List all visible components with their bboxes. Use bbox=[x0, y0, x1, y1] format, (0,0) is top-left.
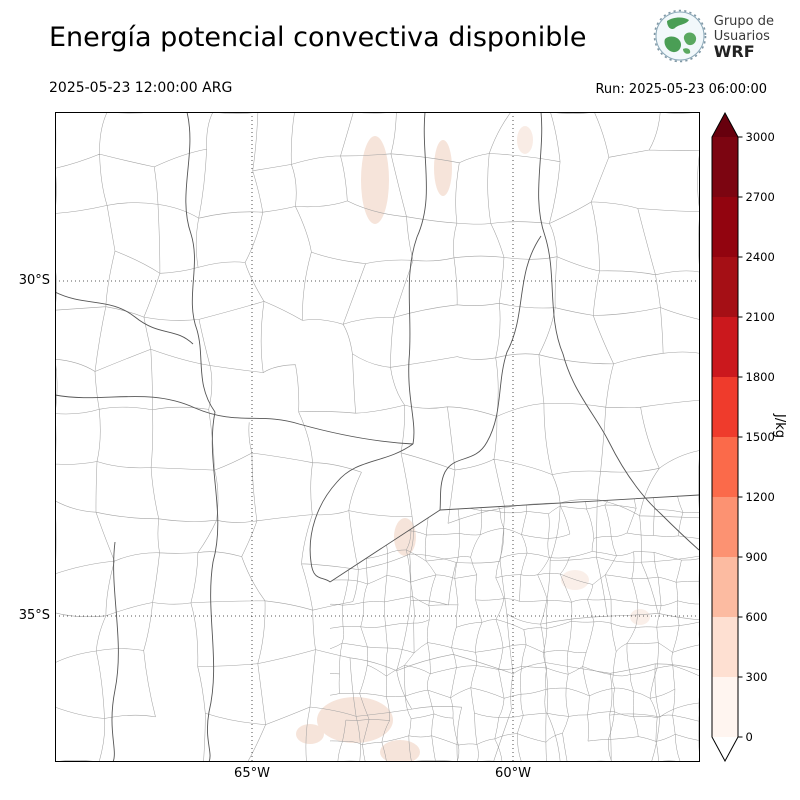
colorbar-unit-label: J/kg bbox=[772, 414, 787, 438]
svg-text:2700: 2700 bbox=[746, 190, 775, 204]
lon-tick-65w: 65°W bbox=[234, 766, 270, 781]
logo-text: Grupo de Usuarios WRF bbox=[713, 13, 774, 61]
svg-text:0: 0 bbox=[746, 730, 753, 744]
svg-text:2100: 2100 bbox=[746, 310, 775, 324]
map-canvas bbox=[55, 112, 700, 762]
run-time-label: Run: 2025-05-23 06:00:00 bbox=[595, 82, 767, 97]
map bbox=[55, 112, 700, 762]
wrf-logo: Grupo de Usuarios WRF bbox=[653, 9, 774, 63]
valid-time-label: 2025-05-23 12:00:00 ARG bbox=[49, 80, 233, 96]
svg-text:1500: 1500 bbox=[746, 430, 775, 444]
svg-text:900: 900 bbox=[746, 550, 768, 564]
lat-tick-30s: 30°S bbox=[18, 273, 50, 288]
logo-line3: WRF bbox=[713, 41, 755, 61]
svg-text:1800: 1800 bbox=[746, 370, 775, 384]
map-frame bbox=[55, 112, 700, 762]
svg-text:3000: 3000 bbox=[746, 130, 775, 144]
svg-text:300: 300 bbox=[746, 670, 768, 684]
cape-low-value-patches bbox=[296, 126, 650, 762]
svg-text:600: 600 bbox=[746, 610, 768, 624]
lat-tick-35s: 35°S bbox=[18, 608, 50, 623]
logo-line2: Usuarios bbox=[713, 28, 770, 44]
department-boundaries bbox=[55, 112, 700, 762]
svg-text:1200: 1200 bbox=[746, 490, 775, 504]
province-boundaries bbox=[55, 112, 700, 762]
svg-text:2400: 2400 bbox=[746, 250, 775, 264]
lon-tick-60w: 60°W bbox=[495, 766, 531, 781]
page-title: Energía potencial convectiva disponible bbox=[49, 22, 587, 53]
globe-icon bbox=[653, 9, 707, 63]
logo-line1: Grupo de bbox=[713, 13, 774, 29]
graticule bbox=[55, 112, 700, 762]
